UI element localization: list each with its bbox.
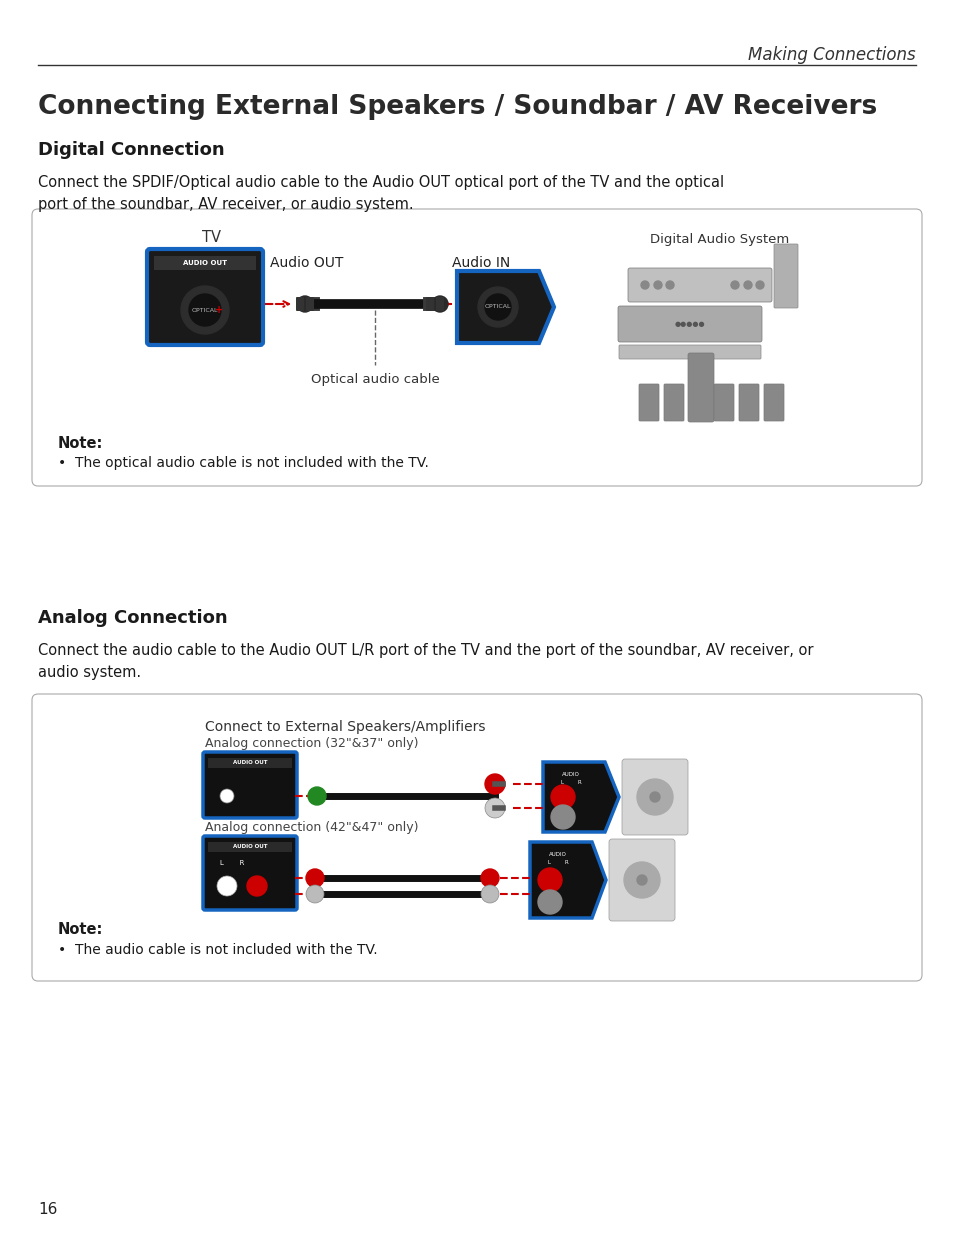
Text: •  The audio cable is not included with the TV.: • The audio cable is not included with t…	[58, 944, 377, 957]
FancyBboxPatch shape	[203, 836, 296, 910]
Text: Digital Connection: Digital Connection	[38, 141, 224, 159]
Text: Audio IN: Audio IN	[452, 256, 510, 270]
Circle shape	[216, 876, 236, 897]
Circle shape	[730, 282, 739, 289]
Circle shape	[306, 885, 324, 903]
FancyBboxPatch shape	[147, 249, 263, 345]
Circle shape	[637, 876, 646, 885]
FancyBboxPatch shape	[618, 306, 761, 342]
Text: OPTICAL: OPTICAL	[192, 308, 218, 312]
Text: TV: TV	[202, 230, 221, 245]
Text: Audio OUT: Audio OUT	[270, 256, 343, 270]
Polygon shape	[456, 270, 554, 343]
Circle shape	[181, 287, 229, 333]
FancyBboxPatch shape	[306, 296, 314, 311]
Text: OPTICAL: OPTICAL	[484, 305, 511, 310]
FancyBboxPatch shape	[208, 758, 292, 768]
Circle shape	[629, 868, 654, 892]
Text: AUDIO: AUDIO	[549, 851, 566, 857]
Circle shape	[537, 868, 561, 892]
Circle shape	[537, 890, 561, 914]
Circle shape	[743, 282, 751, 289]
FancyBboxPatch shape	[295, 296, 304, 311]
Text: Connect the SPDIF/Optical audio cable to the Audio OUT optical port of the TV an: Connect the SPDIF/Optical audio cable to…	[38, 175, 723, 211]
FancyBboxPatch shape	[608, 839, 675, 921]
Circle shape	[642, 785, 666, 809]
Text: Connecting External Speakers / Soundbar / AV Receivers: Connecting External Speakers / Soundbar …	[38, 94, 877, 120]
Circle shape	[640, 282, 648, 289]
Circle shape	[220, 789, 233, 803]
Text: L        R: L R	[547, 860, 568, 864]
FancyBboxPatch shape	[426, 296, 434, 311]
Circle shape	[648, 790, 660, 803]
FancyBboxPatch shape	[773, 245, 797, 308]
FancyBboxPatch shape	[687, 353, 713, 422]
Text: Analog connection (32"&37" only): Analog connection (32"&37" only)	[205, 737, 418, 751]
FancyBboxPatch shape	[436, 296, 443, 311]
Text: ●●●●●: ●●●●●	[674, 321, 704, 327]
FancyBboxPatch shape	[627, 268, 771, 303]
FancyBboxPatch shape	[763, 384, 783, 421]
Text: Analog Connection: Analog Connection	[38, 609, 228, 627]
Circle shape	[649, 792, 659, 802]
Text: AUDIO OUT: AUDIO OUT	[183, 261, 227, 266]
Text: Connect the audio cable to the Audio OUT L/R port of the TV and the port of the : Connect the audio cable to the Audio OUT…	[38, 643, 813, 679]
Circle shape	[665, 282, 673, 289]
Text: AUDIO OUT: AUDIO OUT	[233, 845, 267, 850]
Circle shape	[189, 294, 221, 326]
Text: Connect to External Speakers/Amplifiers: Connect to External Speakers/Amplifiers	[205, 720, 485, 734]
FancyBboxPatch shape	[739, 384, 759, 421]
FancyBboxPatch shape	[32, 209, 921, 487]
Circle shape	[247, 876, 267, 897]
Circle shape	[551, 805, 575, 829]
Text: Digital Audio System: Digital Audio System	[650, 233, 789, 247]
FancyBboxPatch shape	[621, 760, 687, 835]
Text: •  The optical audio cable is not included with the TV.: • The optical audio cable is not include…	[58, 456, 429, 471]
Circle shape	[306, 869, 324, 887]
Circle shape	[623, 862, 659, 898]
Circle shape	[755, 282, 763, 289]
Text: Note:: Note:	[58, 436, 103, 451]
Text: Analog connection (42"&47" only): Analog connection (42"&47" only)	[205, 820, 418, 834]
Text: AUDIO OUT: AUDIO OUT	[233, 761, 267, 766]
Circle shape	[654, 282, 661, 289]
Circle shape	[477, 287, 517, 327]
Circle shape	[296, 296, 313, 312]
FancyBboxPatch shape	[663, 384, 683, 421]
Text: L       R: L R	[220, 860, 244, 866]
Circle shape	[484, 294, 511, 320]
Polygon shape	[542, 762, 618, 832]
FancyBboxPatch shape	[203, 752, 296, 818]
FancyBboxPatch shape	[32, 694, 921, 981]
Circle shape	[551, 785, 575, 809]
Text: Note:: Note:	[58, 923, 103, 937]
Circle shape	[484, 774, 504, 794]
Circle shape	[480, 869, 498, 887]
Circle shape	[637, 779, 672, 815]
FancyBboxPatch shape	[713, 384, 733, 421]
Circle shape	[432, 296, 448, 312]
Polygon shape	[530, 842, 605, 918]
Text: AUDIO: AUDIO	[561, 772, 579, 777]
Text: 16: 16	[38, 1203, 57, 1218]
Circle shape	[484, 798, 504, 818]
FancyBboxPatch shape	[618, 345, 760, 359]
Text: L        R: L R	[560, 779, 580, 784]
Text: Optical audio cable: Optical audio cable	[311, 373, 439, 387]
FancyBboxPatch shape	[208, 842, 292, 852]
Text: Making Connections: Making Connections	[747, 46, 915, 64]
Circle shape	[308, 787, 326, 805]
Circle shape	[480, 885, 498, 903]
Text: +: +	[214, 305, 223, 315]
FancyBboxPatch shape	[153, 256, 255, 270]
FancyBboxPatch shape	[639, 384, 659, 421]
